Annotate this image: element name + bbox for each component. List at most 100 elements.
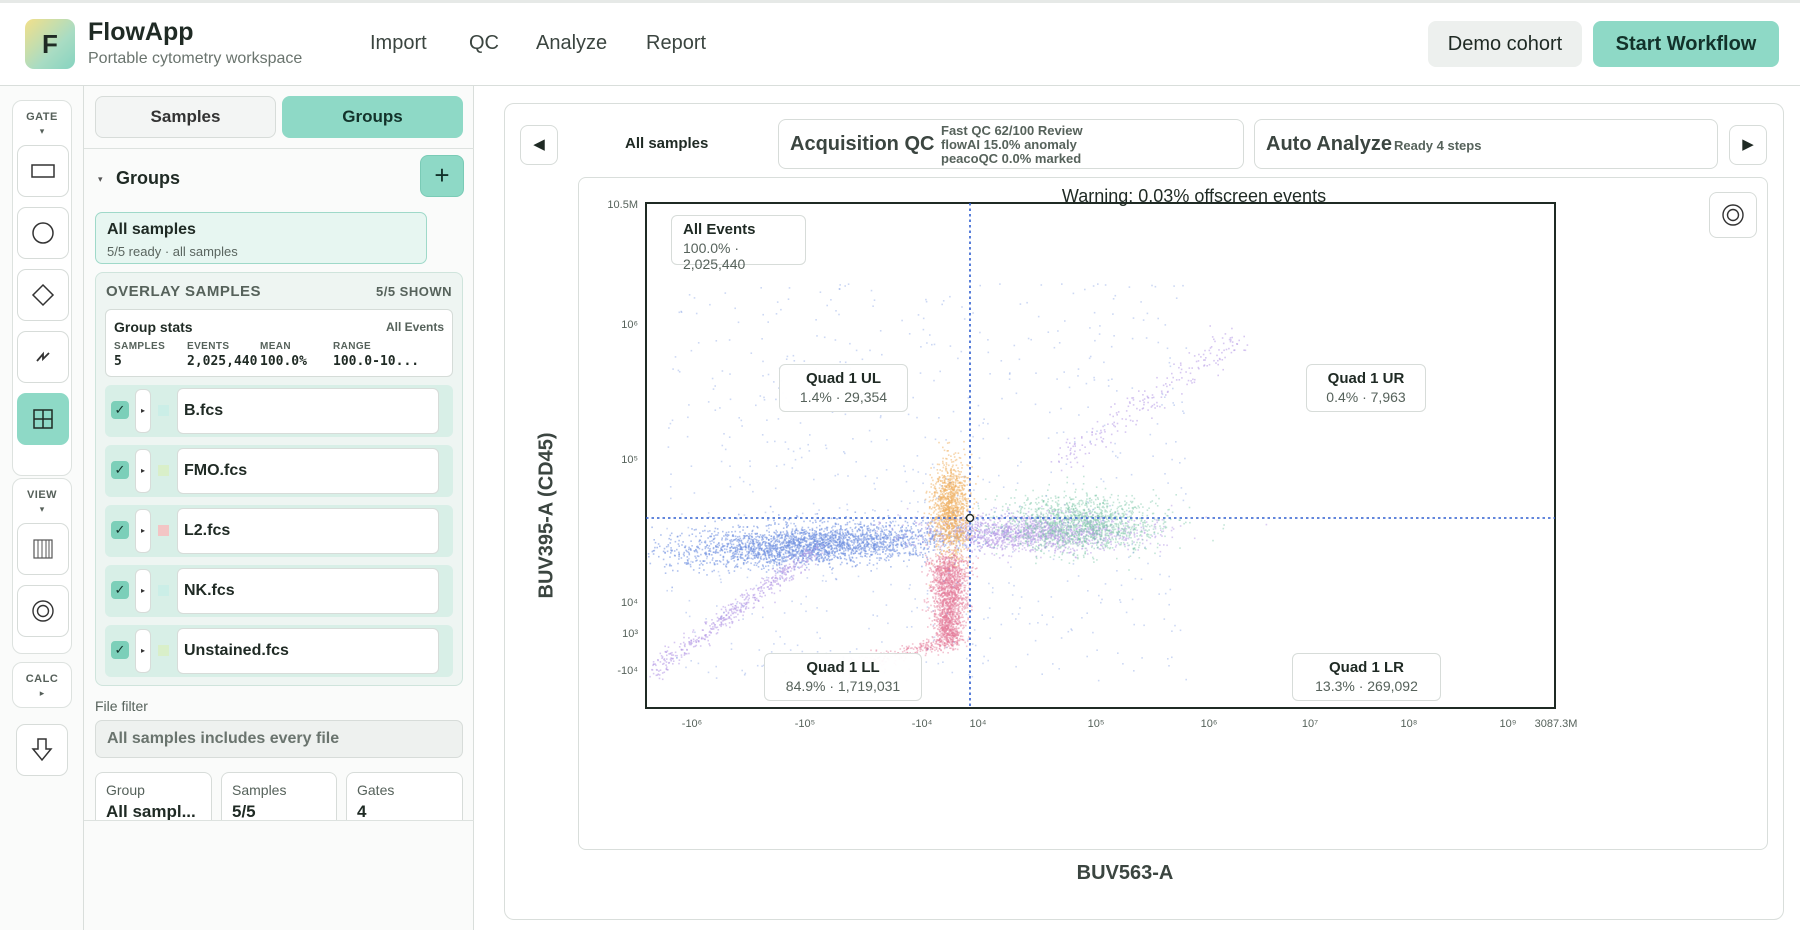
all-events-label[interactable]: All Events 100.0% · 2,025,440: [671, 215, 806, 272]
sample-visible-checkbox[interactable]: ✓: [111, 461, 129, 479]
y-tick-label: -10⁴: [617, 665, 638, 677]
summary-value: All sampl...: [106, 802, 196, 820]
plot-axes-box: [645, 202, 1556, 709]
sample-name[interactable]: Unstained.fcs: [177, 628, 439, 674]
sample-visible-checkbox[interactable]: ✓: [111, 521, 129, 539]
y-tick-label: 10.5M: [607, 199, 638, 211]
qc-flowai-line: flowAI 15.0% anomaly: [941, 137, 1077, 152]
x-tick-label: 10⁸: [1401, 718, 1418, 730]
gate-group-caret-icon[interactable]: ▾: [39, 126, 45, 136]
quadrant-stats: 13.3% · 269,092: [1315, 678, 1418, 694]
tool-rail: GATE ▾ VIEW ▾ CALC ▸: [0, 86, 84, 930]
next-sample-button[interactable]: ▶: [1729, 125, 1767, 165]
file-filter-input[interactable]: [95, 720, 463, 758]
rectangle-gate-button[interactable]: [17, 145, 69, 197]
calc-group-title: CALC: [25, 673, 59, 685]
quadrant-name: Quad 1 LL: [806, 659, 880, 676]
nav-qc[interactable]: QC: [469, 32, 499, 54]
sample-name[interactable]: B.fcs: [177, 388, 439, 434]
quadrant-name: Quad 1 LR: [1328, 659, 1404, 676]
sample-expand-caret-icon[interactable]: ▸: [135, 509, 151, 553]
sample-expand-caret-icon[interactable]: ▸: [135, 629, 151, 673]
acquisition-qc-title: Acquisition QC: [790, 133, 935, 155]
sample-visible-checkbox[interactable]: ✓: [111, 401, 129, 419]
start-workflow-button[interactable]: Start Workflow: [1593, 21, 1779, 67]
contour-view-button[interactable]: [17, 585, 69, 637]
add-group-button[interactable]: +: [420, 155, 464, 197]
stat-label-mean: MEAN: [260, 341, 292, 352]
nav-analyze[interactable]: Analyze: [536, 32, 608, 54]
x-axis-label[interactable]: BUV563-A: [1076, 862, 1174, 884]
sample-name[interactable]: NK.fcs: [177, 568, 439, 614]
histogram-view-button[interactable]: [17, 523, 69, 575]
view-group-caret-icon[interactable]: ▾: [39, 504, 45, 514]
ellipse-gate-button[interactable]: [17, 207, 69, 259]
groups-heading: Groups: [116, 168, 181, 188]
calc-group-caret-icon[interactable]: ▸: [39, 688, 45, 698]
auto-analyze-pill[interactable]: Auto Analyze Ready 4 steps: [1254, 119, 1718, 169]
quadrant-gate-icon: [33, 409, 53, 429]
y-axis-label[interactable]: BUV395-A (CD45): [535, 432, 558, 599]
all-events-title: All Events: [683, 221, 756, 238]
nav-report[interactable]: Report: [646, 32, 707, 54]
sample-visible-checkbox[interactable]: ✓: [111, 641, 129, 659]
sample-name[interactable]: FMO.fcs: [177, 448, 439, 494]
export-button[interactable]: [16, 724, 68, 776]
y-tick-label: 10³: [622, 628, 638, 640]
summary-label: Samples: [232, 782, 287, 798]
quadrant-label-lr[interactable]: Quad 1 LR 13.3% · 269,092: [1292, 653, 1441, 701]
all-events-stats: 100.0% · 2,025,440: [683, 240, 746, 272]
quadrant-stats: 0.4% · 7,963: [1326, 389, 1406, 405]
acquisition-qc-pill[interactable]: Acquisition QC Fast QC 62/100 Review flo…: [778, 119, 1244, 169]
gate-group-title: GATE: [26, 111, 58, 123]
quadrant-label-ul[interactable]: Quad 1 UL 1.4% · 29,354: [779, 364, 908, 412]
polygon-gate-button[interactable]: [17, 269, 69, 321]
event-dots: [647, 283, 1268, 683]
sample-visible-checkbox[interactable]: ✓: [111, 581, 129, 599]
stat-label-samples: SAMPLES: [114, 341, 166, 352]
x-tick-label: 3087.3M: [1535, 718, 1578, 730]
view-group-title: VIEW: [26, 489, 58, 501]
sample-row: ✓ ▸ NK.fcs: [105, 565, 453, 617]
sample-row: ✓ ▸ B.fcs: [105, 385, 453, 437]
spline-gate-icon: [36, 351, 50, 362]
app-logo: F: [25, 19, 75, 69]
contour-icon: [32, 600, 54, 622]
app-header: F FlowApp Portable cytometry workspace I…: [0, 0, 1800, 86]
x-tick-label: 10⁶: [1201, 718, 1218, 730]
plot-display-button[interactable]: [1709, 192, 1757, 238]
current-sample-label: All samples: [625, 135, 709, 152]
polygon-gate-icon: [31, 283, 55, 307]
group-card-title: All samples: [107, 221, 196, 238]
spline-gate-button[interactable]: [17, 331, 69, 383]
stat-label-events: EVENTS: [187, 341, 230, 352]
auto-analyze-info: Ready 4 steps: [1394, 138, 1482, 153]
quadrant-stats: 1.4% · 29,354: [799, 389, 888, 405]
prev-sample-button[interactable]: ◀: [520, 125, 558, 165]
group-card-all-samples[interactable]: All samples 5/5 ready · all samples: [95, 212, 427, 264]
groups-collapse-caret-icon[interactable]: ▾: [98, 174, 103, 184]
nav-import[interactable]: Import: [370, 32, 427, 54]
sample-expand-caret-icon[interactable]: ▸: [135, 449, 151, 493]
overlay-shown-count: 5/5 SHOWN: [375, 284, 452, 299]
quadrant-label-ur[interactable]: Quad 1 UR 0.4% · 7,963: [1306, 364, 1426, 412]
sample-name[interactable]: L2.fcs: [177, 508, 439, 554]
offscreen-warning: Warning: 0.03% offscreen events: [1061, 186, 1327, 206]
ellipse-gate-icon: [32, 222, 54, 244]
sample-expand-caret-icon[interactable]: ▸: [135, 389, 151, 433]
demo-cohort-button[interactable]: Demo cohort: [1428, 21, 1582, 67]
tab-samples[interactable]: Samples: [95, 96, 276, 138]
quadrant-gate-button[interactable]: [17, 393, 69, 445]
quadrant-stats: 84.9% · 1,719,031: [785, 678, 901, 694]
y-tick-label: 10⁶: [621, 319, 638, 331]
group-stats-card: Group stats All Events SAMPLES EVENTS ME…: [105, 309, 453, 377]
panel-divider: [84, 148, 474, 149]
tab-groups[interactable]: Groups: [282, 96, 463, 138]
sample-row: ✓ ▸ L2.fcs: [105, 505, 453, 557]
quadrant-label-ll[interactable]: Quad 1 LL 84.9% · 1,719,031: [764, 653, 922, 701]
summary-card-samples: Samples 5/5: [221, 772, 337, 820]
scatter-plot[interactable]: -10⁶ -10⁵ -10⁴ 10⁴ 10⁵ 10⁶ 10⁷ 10⁸ 10⁹ 3087.3M 10.…: [579, 178, 1769, 851]
summary-value: 5/5: [232, 802, 256, 820]
sample-expand-caret-icon[interactable]: ▸: [135, 569, 151, 613]
file-filter-label: File filter: [95, 698, 148, 714]
